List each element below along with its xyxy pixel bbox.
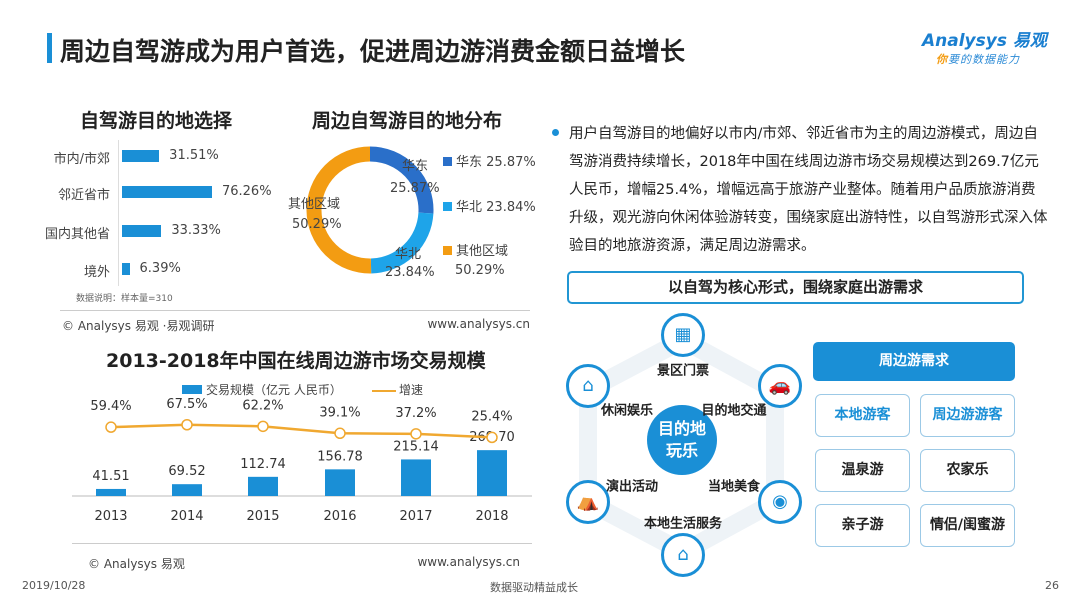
bar-category-label: 境外 [83,265,110,280]
bar-value-label: 69.52 [168,464,205,479]
source-left-1: © Analysys 易观 ·易观调研 [62,319,215,333]
combo-chart: 41.51 2013 69.52 2014 112.74 2015 156.78 2016 21… [72,397,532,524]
food-icon: ◉ [758,480,802,524]
bar [96,488,126,496]
needs-header: 周边游需求 [813,342,1015,381]
need-item: 本地游客 [815,394,910,437]
bar-value-label: 33.33% [171,223,221,238]
bar [172,484,202,496]
x-tick-label: 2013 [94,509,127,524]
divider [72,543,532,544]
donut-label-huabei: 华北 [395,247,422,262]
source-right-1: www.analysys.cn [427,317,530,331]
show-icon: ⛺ [566,480,610,524]
bullet-dot [552,129,559,136]
growth-point [334,427,346,440]
x-tick-label: 2014 [170,509,203,524]
footer-date: 2019/10/28 [22,579,86,592]
bar [325,469,355,496]
node-label: 休闲娱乐 [600,403,654,419]
node-label: 本地生活服务 [643,516,723,532]
growth-label: 37.2% [395,406,436,421]
donut-value-other: 50.29% [292,217,342,232]
bar-value-label: 6.39% [139,261,181,276]
bar-value-label: 112.74 [240,457,286,472]
analysys-logo: Analysys 易观 你要的数据能力 [922,31,1047,66]
bar-category-label: 邻近省市 [57,188,110,203]
donut-label-other: 其他区域 [288,197,341,212]
growth-point [257,420,269,433]
need-item: 亲子游 [815,504,910,547]
legend-other: 其他区域 [443,240,508,259]
node-label: 当地美食 [707,479,761,495]
source-right-2: www.analysys.cn [417,555,520,569]
bar-value-label: 76.26% [221,184,272,199]
x-tick-label: 2015 [246,509,279,524]
core-form-box: 以自驾为核心形式，围绕家庭出游需求 [567,271,1024,304]
bar-value-label: 31.51% [169,148,219,163]
car-icon: 🚗 [758,364,802,408]
donut-slice [306,146,372,274]
bar [248,476,278,496]
bar-category-label: 市内/市郊 [53,152,110,167]
need-item: 温泉游 [815,449,910,492]
legend-other-value: 50.29% [455,263,505,278]
ticket-icon: ▦ [661,313,705,357]
bar [477,450,507,496]
growth-label: 67.5% [166,397,207,412]
leisure-icon: ⌂ [566,364,610,408]
source-left-2: © Analysys 易观 [88,557,185,571]
chart1-axis [118,140,119,286]
x-tick-label: 2016 [323,509,356,524]
bar-category-label: 国内其他省 [44,227,110,242]
chart1-note: 数据说明：样本量=310 [76,294,173,304]
bar [122,186,212,198]
donut-value-huadong: 25.87% [390,181,440,196]
growth-label: 62.2% [242,398,283,413]
x-tick-label: 2017 [399,509,432,524]
service-icon: ⌂ [661,533,705,577]
bar-value-label: 215.14 [393,439,439,454]
chart1-title: 自驾游目的地选择 [80,110,233,132]
hub-circle: 目的地 玩乐 [647,405,717,475]
bar [122,225,162,237]
growth-label: 25.4% [471,409,512,424]
footer-slogan: 数据驱动精益成长 [490,581,578,594]
growth-line [110,423,493,439]
need-item: 情侣/闺蜜游 [920,504,1015,547]
growth-label: 59.4% [90,399,131,414]
bar [122,263,130,275]
need-item: 周边游游客 [920,394,1015,437]
growth-point [105,421,117,433]
growth-label: 39.1% [319,405,360,420]
legend-huadong: 华东 25.87% [443,151,536,170]
growth-point [486,431,498,444]
page-number: 26 [1045,579,1059,592]
donut-value-huabei: 23.84% [385,265,435,280]
node-label: 目的地交通 [701,403,767,419]
node-label: 演出活动 [605,479,659,495]
legend-growth: 增速 [372,381,423,398]
chart2-title: 周边自驾游目的地分布 [312,110,503,132]
chart3-title: 2013-2018年中国在线周边游市场交易规模 [106,350,486,372]
growth-point [181,419,193,431]
legend-huabei: 华北 23.84% [443,196,536,215]
x-tick-label: 2018 [475,509,508,524]
bar-value-label: 156.78 [317,449,363,464]
page-title: 周边自驾游成为用户首选，促进周边游消费金额日益增长 [60,37,686,66]
donut-label-huadong: 华东 [402,159,429,174]
bar-value-label: 41.51 [92,469,129,484]
donut-chart [306,146,434,274]
legend-volume: 交易规模（亿元 人民币） [182,381,342,398]
donut-slice [370,212,434,274]
need-item: 农家乐 [920,449,1015,492]
donut-slice [369,146,434,214]
node-label: 景区门票 [656,363,710,379]
bar [122,150,160,162]
bar [401,459,431,496]
summary-paragraph: 用户自驾游目的地偏好以市内/市郊、邻近省市为主的周边游模式，周边自驾游消费持续增… [569,126,1048,254]
growth-point [410,428,422,440]
divider [60,310,530,311]
title-accent-bar [47,33,52,63]
